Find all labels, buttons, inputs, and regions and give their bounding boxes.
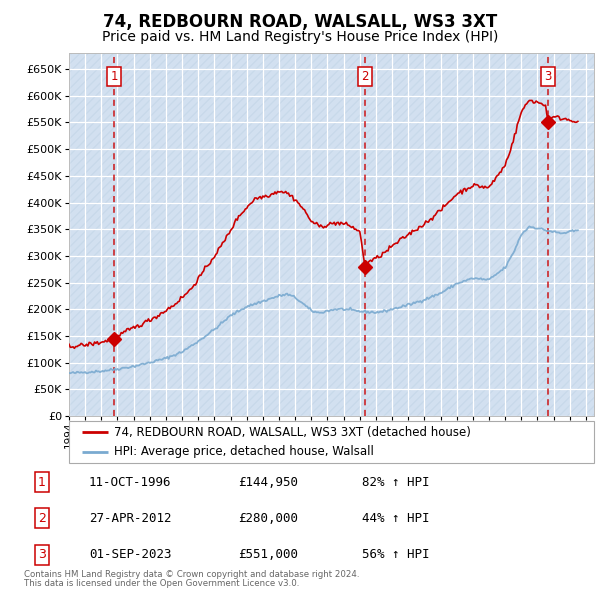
FancyBboxPatch shape: [69, 421, 594, 463]
Text: £551,000: £551,000: [238, 548, 298, 561]
Text: 74, REDBOURN ROAD, WALSALL, WS3 3XT: 74, REDBOURN ROAD, WALSALL, WS3 3XT: [103, 14, 497, 31]
Text: HPI: Average price, detached house, Walsall: HPI: Average price, detached house, Wals…: [113, 445, 373, 458]
Text: Contains HM Land Registry data © Crown copyright and database right 2024.: Contains HM Land Registry data © Crown c…: [24, 571, 359, 579]
Text: 3: 3: [38, 548, 46, 561]
Text: 1: 1: [38, 476, 46, 489]
Text: 11-OCT-1996: 11-OCT-1996: [89, 476, 172, 489]
Text: £144,950: £144,950: [238, 476, 298, 489]
Text: 74, REDBOURN ROAD, WALSALL, WS3 3XT (detached house): 74, REDBOURN ROAD, WALSALL, WS3 3XT (det…: [113, 425, 470, 438]
Text: Price paid vs. HM Land Registry's House Price Index (HPI): Price paid vs. HM Land Registry's House …: [102, 30, 498, 44]
Text: This data is licensed under the Open Government Licence v3.0.: This data is licensed under the Open Gov…: [24, 579, 299, 588]
Text: 1: 1: [110, 70, 118, 83]
Text: 01-SEP-2023: 01-SEP-2023: [89, 548, 172, 561]
Text: 82% ↑ HPI: 82% ↑ HPI: [362, 476, 430, 489]
Text: 27-APR-2012: 27-APR-2012: [89, 512, 172, 525]
Text: 2: 2: [361, 70, 369, 83]
Text: 44% ↑ HPI: 44% ↑ HPI: [362, 512, 430, 525]
Text: 2: 2: [38, 512, 46, 525]
Text: 56% ↑ HPI: 56% ↑ HPI: [362, 548, 430, 561]
Text: 3: 3: [545, 70, 552, 83]
Text: £280,000: £280,000: [238, 512, 298, 525]
